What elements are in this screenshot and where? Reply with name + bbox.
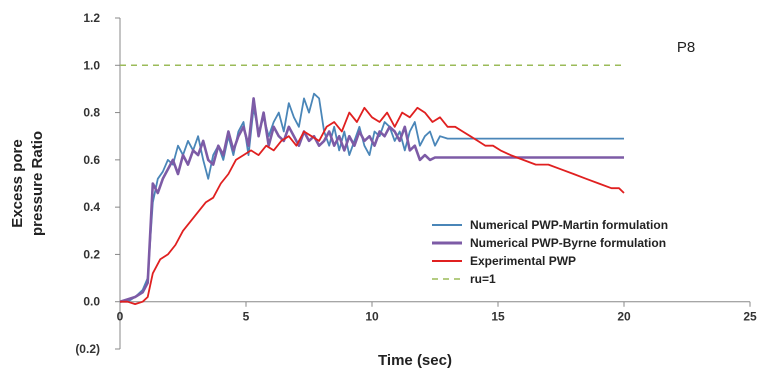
- y-tick-label: 0.6: [83, 153, 100, 167]
- annotation-p8: P8: [677, 39, 695, 56]
- y-axis-title: Excess pore pressure Ratio: [9, 131, 46, 236]
- y-axis-title-line-2: pressure Ratio: [29, 131, 46, 236]
- x-tick-label: 20: [617, 310, 631, 324]
- y-tick-label: 0.8: [83, 106, 100, 120]
- legend-label-2: Experimental PWP: [470, 254, 576, 268]
- y-tick-label: 0.2: [83, 247, 100, 261]
- y-axis-title-line-1: Excess pore: [9, 139, 26, 227]
- x-tick-label: 5: [243, 310, 250, 324]
- x-tick-label: 25: [743, 310, 757, 324]
- legend: Numerical PWP-Martin formulation Numerica…: [432, 218, 668, 286]
- y-tick-label: 1.2: [83, 11, 100, 25]
- legend-label-0: Numerical PWP-Martin formulation: [470, 218, 668, 232]
- series-line-1: [119, 97, 624, 303]
- x-tick-label: 0: [117, 310, 124, 324]
- legend-label-3: ru=1: [470, 272, 496, 286]
- x-tick-label: 10: [365, 310, 379, 324]
- series-layer: [119, 64, 625, 306]
- y-tick-label: 0.4: [83, 200, 100, 214]
- axes: [115, 17, 751, 350]
- series-line-0: [120, 92, 624, 303]
- y-tick-label: (0.2): [75, 342, 100, 356]
- x-axis-title: Time (sec): [378, 352, 452, 369]
- y-tick-label: 1.0: [83, 58, 100, 72]
- series-line-2: [120, 106, 625, 306]
- legend-label-1: Numerical PWP-Byrne formulation: [470, 236, 666, 250]
- y-tick-label: 0.0: [83, 295, 100, 309]
- tick-labels: (0.2) 0.0 0.2 0.4 0.6 0.8 1.0 1.2 0 5 10 15 20 25: [75, 11, 757, 356]
- x-tick-label: 15: [491, 310, 505, 324]
